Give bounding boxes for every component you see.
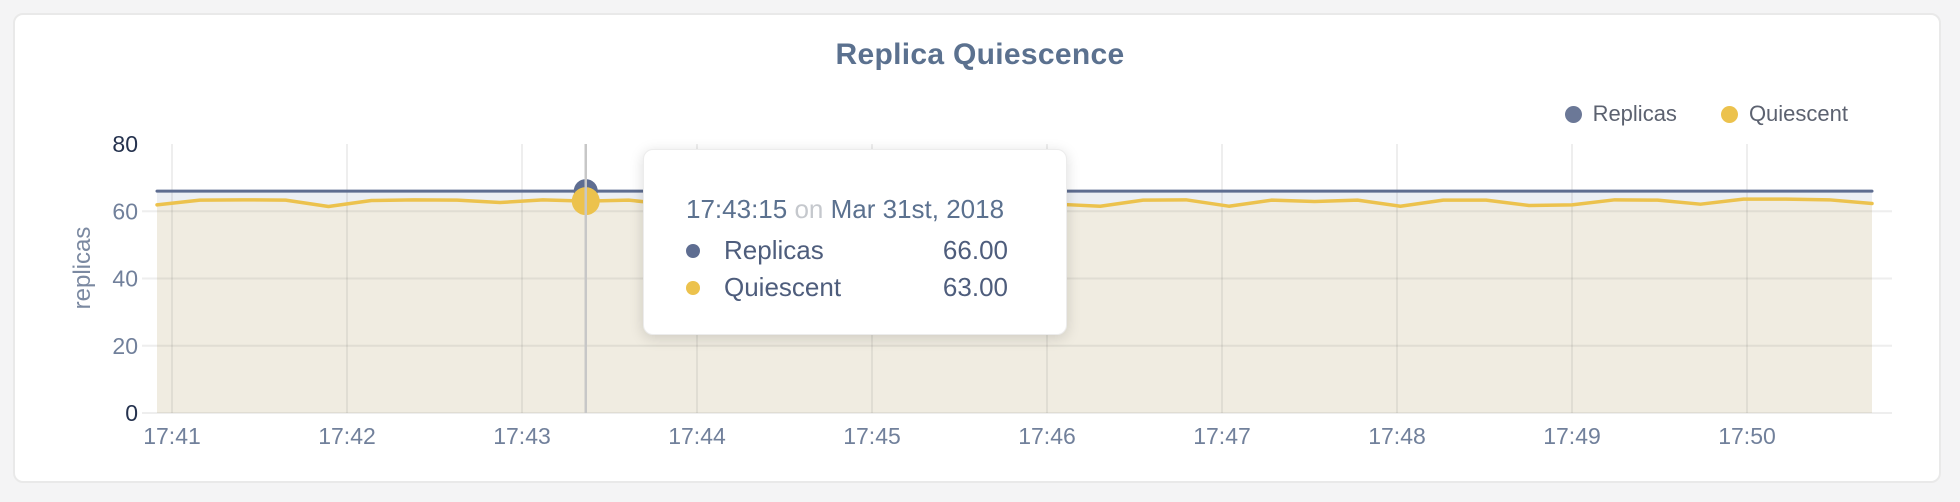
quiescent-series-dot-icon (1720, 105, 1738, 123)
y-tick-label-40: 40 (112, 266, 138, 292)
chart-legend: Replicas Quiescent (1564, 101, 1848, 127)
x-tick-label-17:48: 17:48 (1368, 423, 1426, 449)
quiescent-dot-icon (686, 280, 700, 295)
y-tick-label-80: 80 (112, 131, 138, 157)
legend-item-replicas[interactable]: Replicas (1564, 101, 1677, 127)
tooltip-time: 17:43:15 (686, 194, 788, 224)
tooltip-value-replicas: 66.00 (942, 235, 1008, 265)
x-tick-label-17:49: 17:49 (1543, 423, 1601, 449)
replicas-series-dot-icon (1564, 105, 1582, 123)
y-tick-label-0: 0 (125, 400, 138, 426)
tooltip-row-quiescent: Quiescent 63.00 (686, 269, 1008, 306)
tooltip-date: Mar 31st, 2018 (830, 194, 1005, 224)
x-tick-label-17:44: 17:44 (668, 423, 726, 449)
replicas-dot-icon (686, 243, 700, 258)
legend-label-quiescent: Quiescent (1748, 101, 1848, 126)
tooltip-row-replicas: Replicas 66.00 (686, 232, 1008, 269)
x-tick-label-17:47: 17:47 (1193, 423, 1251, 449)
tooltip-label-quiescent: Quiescent (724, 272, 842, 302)
tooltip-on-word: on (794, 194, 824, 224)
hover-tooltip: 17:43:15 on Mar 31st, 2018 Replicas 66.0… (643, 149, 1067, 335)
chart-title: Replica Quiescence (835, 38, 1125, 71)
y-tick-label-20: 20 (112, 333, 138, 359)
tooltip-label-replicas: Replicas (724, 235, 824, 265)
tooltip-value-quiescent: 63.00 (942, 272, 1008, 302)
tooltip-timestamp: 17:43:15 on Mar 31st, 2018 (686, 194, 1008, 224)
x-tick-label-17:50: 17:50 (1718, 423, 1776, 449)
legend-item-quiescent[interactable]: Quiescent (1720, 101, 1848, 127)
x-tick-label-17:45: 17:45 (843, 423, 901, 449)
x-tick-label-17:42: 17:42 (318, 423, 376, 449)
legend-label-replicas: Replicas (1592, 101, 1677, 126)
x-tick-label-17:43: 17:43 (493, 423, 551, 449)
x-tick-label-17:46: 17:46 (1018, 423, 1076, 449)
y-tick-label-60: 60 (112, 198, 138, 224)
x-tick-label-17:41: 17:41 (143, 423, 201, 449)
